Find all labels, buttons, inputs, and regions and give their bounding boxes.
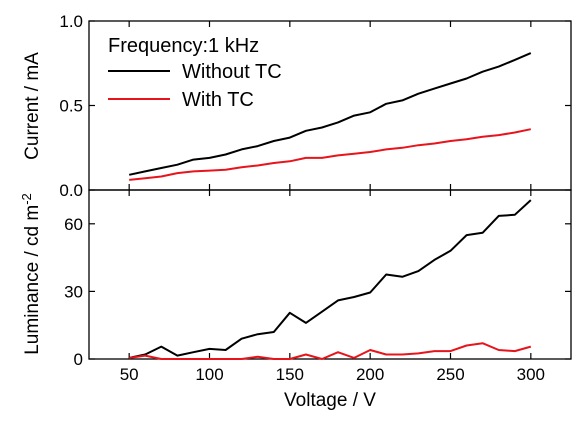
bottom-y-tick-label: 60 — [64, 215, 83, 234]
frequency-annotation: Frequency:1 kHz — [108, 35, 259, 57]
bottom-y-axis-title: Luminance / cd m-2 — [19, 193, 43, 355]
x-tick-label: 250 — [436, 365, 464, 384]
x-tick-label: 300 — [517, 365, 545, 384]
bottom-series-line-without-tc — [128, 199, 532, 359]
bottom-ticks: 0 30 60 50 100 150 200 250 300 — [64, 190, 571, 384]
x-tick-label: 50 — [120, 365, 139, 384]
bottom-y-axis-title-exponent: -2 — [19, 193, 34, 205]
top-y-tick-label: 1.0 — [59, 12, 83, 31]
legend: Without TC With TC — [108, 61, 282, 111]
x-tick-label: 200 — [356, 365, 384, 384]
top-y-tick-label: 0.0 — [59, 181, 83, 200]
bottom-plot-frame — [88, 189, 572, 360]
top-y-axis-title: Current / mA — [22, 52, 43, 160]
bottom-series-group — [128, 199, 532, 360]
bottom-y-tick-label: 0 — [74, 350, 83, 369]
x-tick-label: 100 — [195, 365, 223, 384]
top-series-group — [128, 52, 532, 181]
x-tick-label: 150 — [276, 365, 304, 384]
top-y-tick-label: 0.5 — [59, 97, 83, 116]
bottom-series-line-with-tc — [129, 342, 532, 360]
top-series-line-without-tc — [128, 52, 532, 176]
bottom-y-tick-label: 30 — [64, 282, 83, 301]
bottom-y-axis-title-main: Luminance / cd m — [22, 205, 43, 355]
x-axis-title: Voltage / V — [284, 390, 376, 411]
legend-label-without-tc: Without TC — [182, 61, 282, 83]
legend-label-with-tc: With TC — [182, 89, 254, 111]
top-series-line-with-tc — [129, 128, 532, 181]
top-ticks: 0.0 0.5 1.0 — [59, 12, 571, 200]
